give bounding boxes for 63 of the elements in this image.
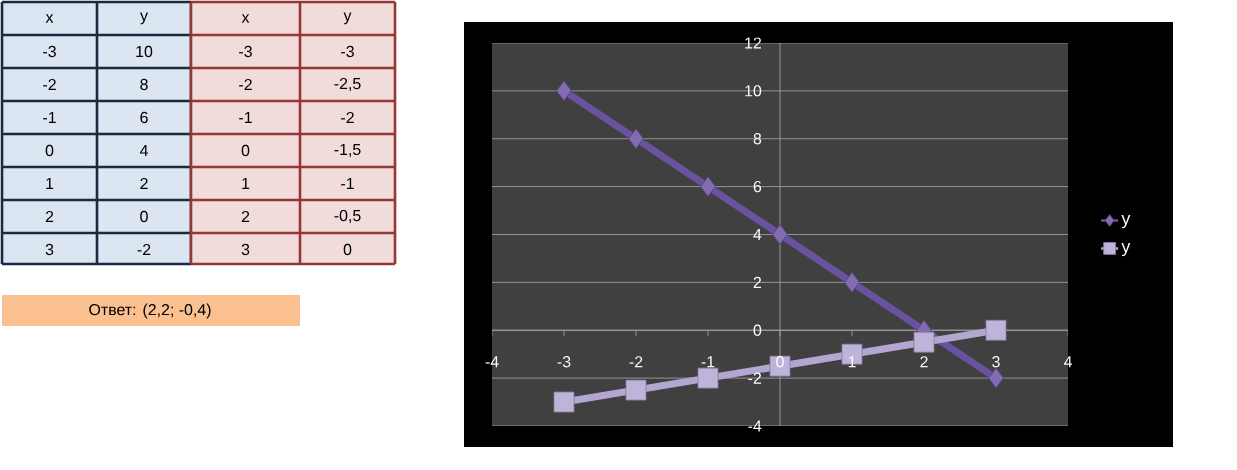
- point: [628, 128, 644, 150]
- legend-label: y: [1121, 215, 1131, 229]
- text: -2: [137, 243, 151, 256]
- x-tick-label: 3: [992, 356, 1000, 368]
- point: [700, 176, 716, 198]
- text: -1,5: [334, 143, 361, 157]
- y-tick-label: 6: [753, 180, 762, 193]
- point: [988, 367, 1004, 389]
- x-tick-label: 2: [920, 356, 928, 368]
- x-tick-label: -3: [557, 356, 571, 368]
- y-tick-label: 12: [745, 37, 762, 49]
- text: Ответ: (2,2; -0,4): [89, 303, 211, 319]
- text: 8: [140, 78, 148, 91]
- point: [985, 319, 1007, 341]
- x-tick-label: 0: [776, 356, 784, 368]
- text: 0: [343, 243, 352, 256]
- text: -3: [341, 45, 354, 58]
- text: -3: [239, 45, 252, 58]
- text: 6: [140, 111, 148, 124]
- text: x: [241, 14, 250, 23]
- text: 0: [241, 144, 250, 157]
- text: -3: [43, 45, 56, 58]
- point: [772, 224, 788, 245]
- text: -1: [43, 112, 56, 123]
- text: 4: [139, 145, 148, 156]
- text: 0: [45, 144, 54, 157]
- text: -1: [239, 112, 252, 123]
- text: y: [140, 12, 148, 25]
- text: x: [45, 14, 54, 23]
- y-tick-label: 10: [745, 85, 762, 97]
- legend-label: y: [1121, 242, 1131, 257]
- text: 1: [46, 178, 54, 189]
- point: [625, 379, 647, 401]
- text: 3: [241, 243, 250, 256]
- text: 2: [241, 210, 250, 223]
- point: [556, 80, 572, 102]
- text: 0: [140, 210, 148, 223]
- text: 10: [136, 45, 153, 58]
- text: -2: [341, 111, 354, 124]
- text: -2,5: [334, 77, 361, 92]
- x-tick-label: -2: [629, 356, 643, 368]
- y-tick-label: 2: [753, 276, 762, 288]
- point: [697, 367, 719, 389]
- x-tick-label: -1: [701, 356, 715, 368]
- x-tick-label: 4: [1063, 356, 1072, 368]
- y-tick-label: 4: [753, 229, 762, 240]
- text: 1: [242, 178, 250, 189]
- y-tick-label: 8: [753, 133, 762, 145]
- x-tick-label: -4: [485, 356, 499, 368]
- point: [553, 391, 575, 413]
- text: -2: [43, 78, 56, 91]
- text: -0,5: [334, 209, 361, 224]
- point: [844, 271, 860, 293]
- text: y: [343, 12, 352, 25]
- text: 2: [45, 210, 54, 223]
- text: -2: [239, 78, 252, 91]
- point: [913, 331, 935, 353]
- text: 2: [140, 177, 148, 190]
- y-tick-label: -4: [748, 420, 762, 432]
- text: 3: [45, 243, 54, 256]
- y-tick-label: 0: [753, 324, 762, 336]
- text: -1: [341, 178, 354, 189]
- y-tick-label: -2: [748, 372, 762, 384]
